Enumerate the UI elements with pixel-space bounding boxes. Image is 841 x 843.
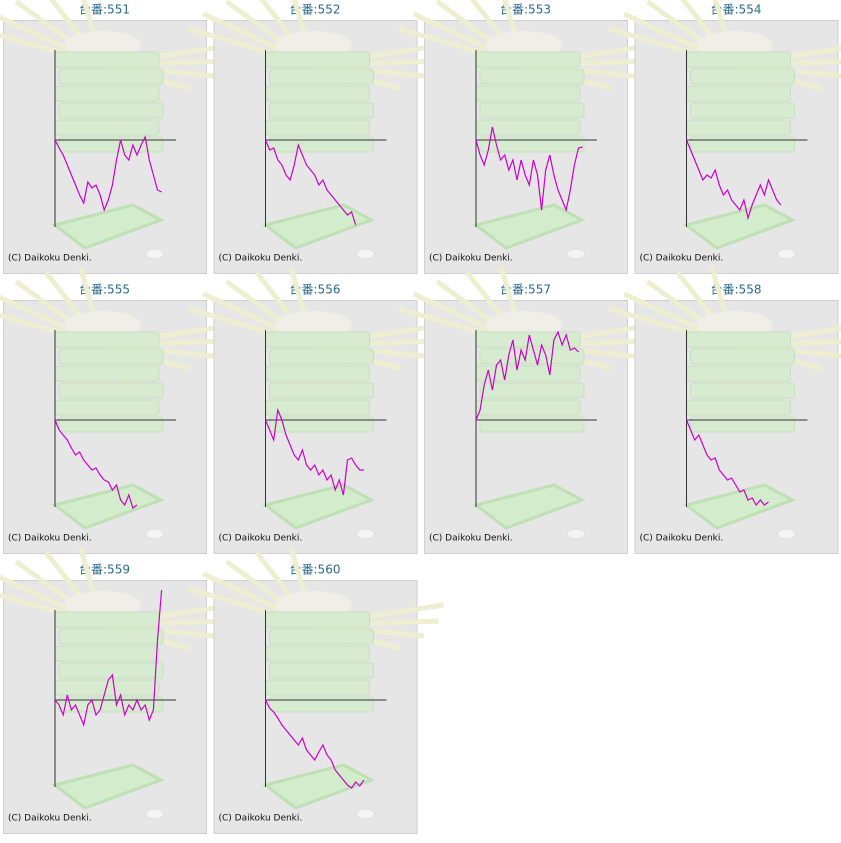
decor-block xyxy=(476,52,580,67)
decor-block xyxy=(691,417,795,432)
decor-block xyxy=(687,332,791,347)
decor-block xyxy=(55,332,159,347)
decor-block xyxy=(266,680,370,695)
decor-block xyxy=(55,366,159,381)
decor-block xyxy=(55,612,159,627)
decor-block xyxy=(55,646,159,661)
copyright: (C) Daikoku Denki. xyxy=(429,534,513,544)
decor-block xyxy=(59,103,163,118)
decor-block xyxy=(480,383,584,398)
decor-block xyxy=(59,697,163,712)
copyright: (C) Daikoku Denki. xyxy=(8,814,92,824)
copyright: (C) Daikoku Denki. xyxy=(8,534,92,544)
decor-block xyxy=(687,52,791,67)
decor-block xyxy=(55,680,159,695)
decor-block xyxy=(59,69,163,84)
decor-bowl xyxy=(146,529,164,539)
decor-block xyxy=(687,86,791,101)
decor-block xyxy=(266,612,370,627)
decor-bowl xyxy=(567,249,585,259)
copyright: (C) Daikoku Denki. xyxy=(8,254,92,264)
decor-block xyxy=(59,663,163,678)
copyright: (C) Daikoku Denki. xyxy=(219,814,303,824)
decor-block xyxy=(270,383,374,398)
copyright: (C) Daikoku Denki. xyxy=(429,254,513,264)
graph-panel: (C) Daikoku Denki. xyxy=(610,267,841,553)
decor-block xyxy=(266,86,370,101)
copyright: (C) Daikoku Denki. xyxy=(640,254,724,264)
copyright: (C) Daikoku Denki. xyxy=(640,534,724,544)
decor-block xyxy=(691,69,795,84)
decor-block xyxy=(266,646,370,661)
decor-block xyxy=(270,629,374,644)
decor-block xyxy=(55,52,159,67)
graph-panel: (C) Daikoku Denki. xyxy=(189,0,444,274)
decor-block xyxy=(476,86,580,101)
decor-block xyxy=(691,349,795,364)
decor-block xyxy=(270,103,374,118)
decor-block xyxy=(59,629,163,644)
decor-block xyxy=(480,103,584,118)
decor-block xyxy=(266,332,370,347)
graph-panel: (C) Daikoku Denki. xyxy=(399,0,654,274)
decor-block xyxy=(59,349,163,364)
decor-block xyxy=(270,663,374,678)
decor-block xyxy=(691,137,795,152)
decor-block xyxy=(480,69,584,84)
decor-block xyxy=(687,400,791,415)
decor-block xyxy=(266,366,370,381)
copyright: (C) Daikoku Denki. xyxy=(219,534,303,544)
graph-panel: (C) Daikoku Denki. xyxy=(0,0,233,274)
decor-block xyxy=(59,417,163,432)
decor-block xyxy=(270,69,374,84)
decor-block xyxy=(480,417,584,432)
decor-block xyxy=(691,103,795,118)
decor-bowl xyxy=(778,529,796,539)
decor-block xyxy=(55,120,159,135)
decor-block xyxy=(266,120,370,135)
decor-bowl xyxy=(357,809,375,819)
decor-block xyxy=(270,137,374,152)
graph-panel: (C) Daikoku Denki. xyxy=(610,0,841,274)
decor-block xyxy=(59,383,163,398)
decor-block xyxy=(476,366,580,381)
decor-bowl xyxy=(146,249,164,259)
decor-block xyxy=(691,383,795,398)
decor-block xyxy=(270,697,374,712)
decor-bowl xyxy=(778,249,796,259)
graph-panel: (C) Daikoku Denki. xyxy=(189,547,444,833)
decor-block xyxy=(266,52,370,67)
decor-block xyxy=(480,349,584,364)
decor-block xyxy=(270,349,374,364)
decor-block xyxy=(55,400,159,415)
decor-block xyxy=(476,400,580,415)
decor-bowl xyxy=(357,529,375,539)
decor-block xyxy=(55,86,159,101)
decor-bowl xyxy=(146,809,164,819)
decor-block xyxy=(687,120,791,135)
decor-block xyxy=(687,366,791,381)
copyright: (C) Daikoku Denki. xyxy=(219,254,303,264)
decor-bowl xyxy=(357,249,375,259)
decor-block xyxy=(266,400,370,415)
decor-bowl xyxy=(567,529,585,539)
